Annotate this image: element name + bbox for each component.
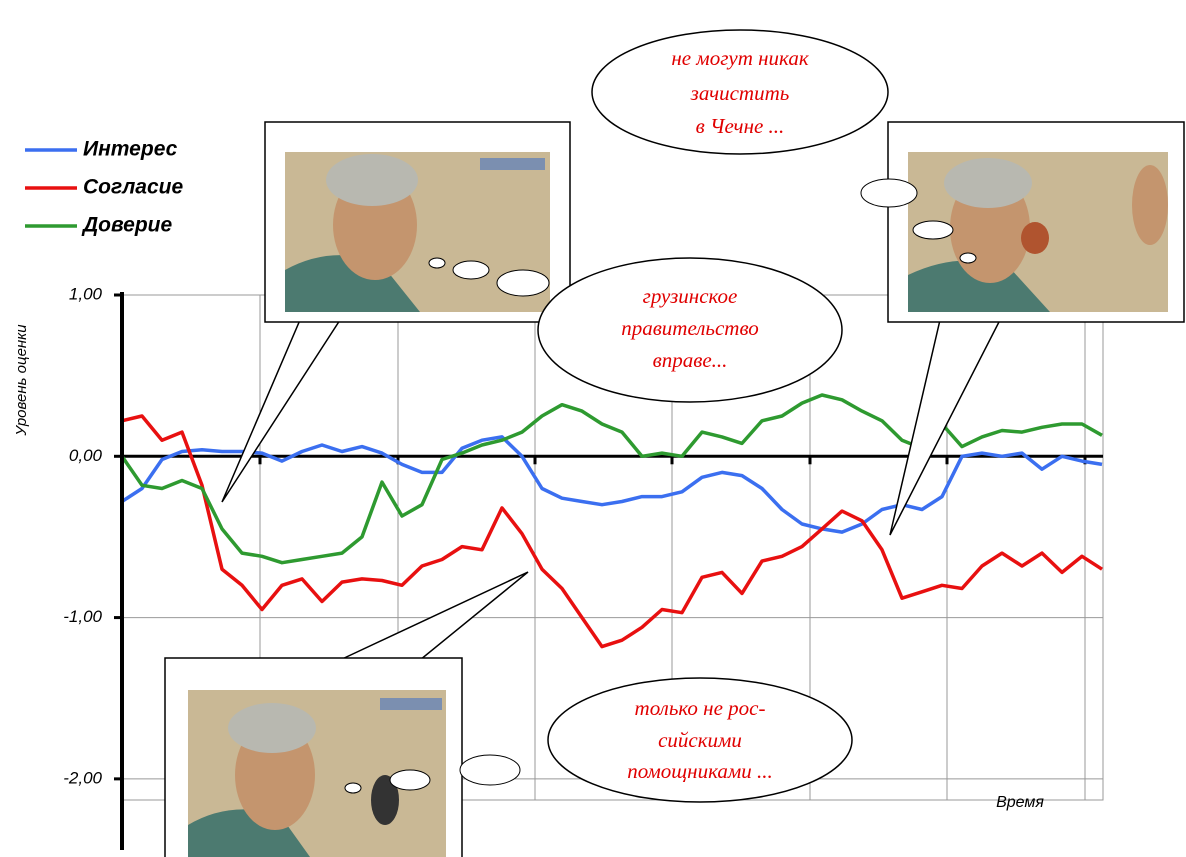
photo-detail (1021, 222, 1049, 254)
legend-label: Интерес (83, 138, 178, 161)
series-line (121, 414, 1103, 649)
thought-bubble (428, 257, 446, 269)
cloud-text: вправе... (653, 348, 728, 372)
photo-detail (228, 703, 316, 753)
thought-bubble (860, 178, 918, 208)
thought-bubble (496, 269, 550, 297)
series-line (121, 435, 1103, 534)
legend-label: Доверие (81, 214, 172, 237)
cloud-text: только не рос- (635, 696, 766, 720)
cloud-text: в Чечне ... (696, 114, 785, 138)
cloud-text: грузинское (643, 284, 738, 308)
photo-callout (221, 121, 571, 503)
pointer (221, 319, 342, 503)
legend: Интерес Согласие Доверие (25, 138, 183, 237)
photo-callout (164, 571, 529, 857)
thought-bubble (344, 782, 362, 794)
thought-bubble (959, 252, 977, 264)
thought-bubble (389, 769, 431, 791)
y-tick-label: -1,00 (63, 607, 102, 626)
cloud: грузинское правительство вправе... (537, 257, 843, 403)
pointer (339, 571, 529, 661)
photo-detail (908, 260, 1050, 312)
thought-bubble (912, 220, 954, 240)
thought-bubble (452, 260, 490, 280)
y-tick-label: -2,00 (63, 768, 102, 787)
photo-detail (944, 158, 1032, 208)
cloud-text: правительство (621, 316, 759, 340)
cloud: только не рос- сийскими помощниками ... (547, 677, 853, 803)
photo-detail (1132, 165, 1168, 245)
series-lines (120, 393, 1103, 649)
cloud-shape (537, 257, 843, 403)
cloud-text: сийскими (658, 728, 742, 752)
cloud-text: не могут никак (671, 46, 809, 70)
y-tick-label: 1,00 (69, 284, 103, 303)
cloud-text: помощниками ... (627, 759, 773, 783)
photo-detail (480, 158, 545, 170)
cloud-shape (547, 677, 853, 803)
thought-bubble (459, 754, 521, 786)
cloud-shape (591, 29, 889, 155)
y-axis-label: Уровень оценки (13, 324, 30, 437)
photo-detail (326, 154, 418, 206)
pointer (889, 319, 1002, 536)
photo-callout (860, 121, 1185, 536)
legend-label: Согласие (83, 176, 183, 199)
cloud-text: зачистить (690, 81, 790, 105)
photo-detail (371, 775, 399, 825)
photo-detail (380, 698, 442, 710)
x-axis-label: Время (996, 794, 1044, 811)
photo-detail (285, 255, 420, 312)
y-tick-label: 0,00 (69, 446, 103, 465)
cloud: не могут никак зачистить в Чечне ... (591, 29, 889, 155)
